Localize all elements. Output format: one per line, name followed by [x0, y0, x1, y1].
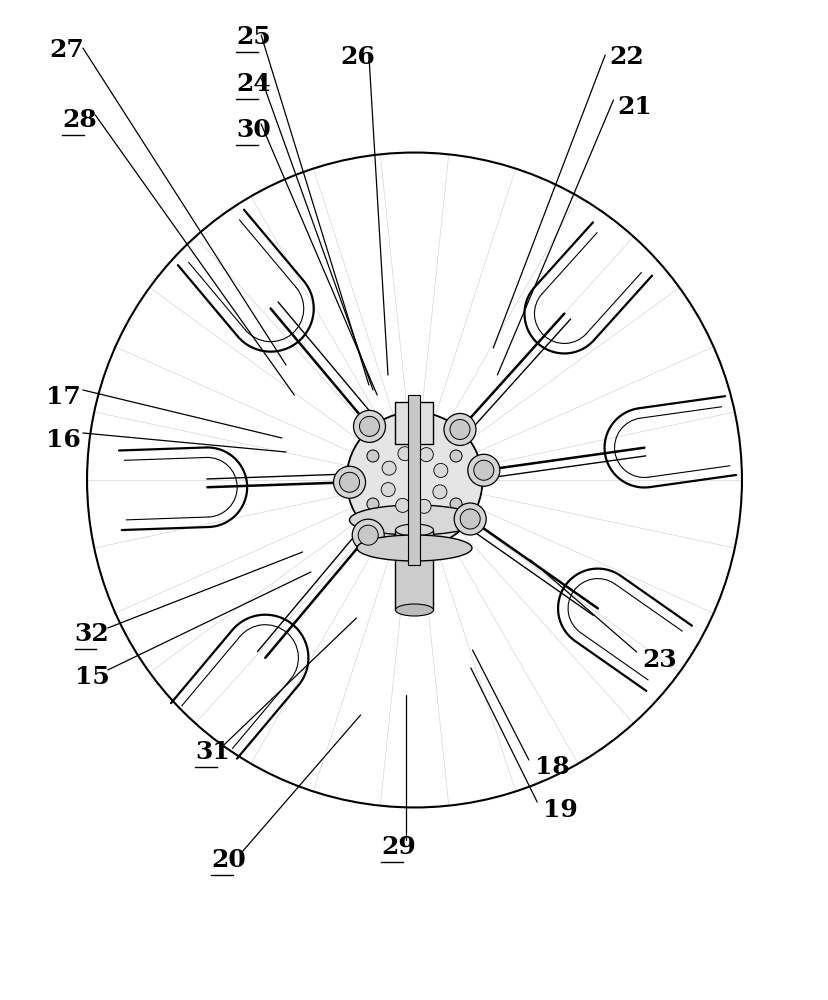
Bar	[408, 395, 420, 565]
Circle shape	[346, 412, 482, 548]
Circle shape	[450, 419, 469, 439]
Circle shape	[367, 498, 378, 510]
Text: 16: 16	[46, 428, 80, 452]
Text: 15: 15	[75, 665, 109, 689]
Ellipse shape	[395, 604, 433, 616]
Circle shape	[333, 466, 365, 498]
Circle shape	[433, 463, 447, 477]
Bar	[395, 530, 433, 610]
Text: 20: 20	[211, 848, 246, 872]
Circle shape	[397, 447, 412, 461]
Circle shape	[474, 460, 493, 480]
Bar	[395, 402, 433, 444]
Text: 32: 32	[75, 622, 109, 646]
Text: 26: 26	[339, 45, 374, 69]
Circle shape	[381, 483, 395, 497]
Text: 22: 22	[609, 45, 643, 69]
Text: 23: 23	[642, 648, 676, 672]
Ellipse shape	[349, 505, 479, 535]
Text: 18: 18	[534, 755, 569, 779]
Ellipse shape	[357, 535, 471, 561]
Text: 29: 29	[381, 835, 416, 859]
Circle shape	[454, 503, 485, 535]
Circle shape	[367, 450, 378, 462]
Circle shape	[444, 413, 475, 445]
Ellipse shape	[395, 524, 433, 536]
Circle shape	[460, 509, 479, 529]
Text: 30: 30	[236, 118, 271, 142]
Circle shape	[395, 498, 409, 512]
Circle shape	[419, 448, 433, 462]
Text: 27: 27	[50, 38, 84, 62]
Circle shape	[416, 499, 431, 513]
Text: 28: 28	[62, 108, 97, 132]
Circle shape	[432, 485, 446, 499]
Text: 31: 31	[195, 740, 229, 764]
Circle shape	[358, 525, 378, 545]
Text: 25: 25	[236, 25, 271, 49]
Text: 24: 24	[236, 72, 271, 96]
Circle shape	[450, 498, 461, 510]
Circle shape	[408, 426, 420, 438]
Circle shape	[353, 410, 385, 442]
Text: 17: 17	[46, 385, 80, 409]
Circle shape	[450, 450, 461, 462]
Circle shape	[352, 519, 383, 551]
Text: 19: 19	[542, 798, 577, 822]
Circle shape	[359, 416, 379, 436]
Circle shape	[408, 522, 420, 534]
Circle shape	[339, 472, 359, 492]
Circle shape	[467, 454, 499, 486]
Circle shape	[382, 461, 396, 475]
Text: 21: 21	[617, 95, 652, 119]
